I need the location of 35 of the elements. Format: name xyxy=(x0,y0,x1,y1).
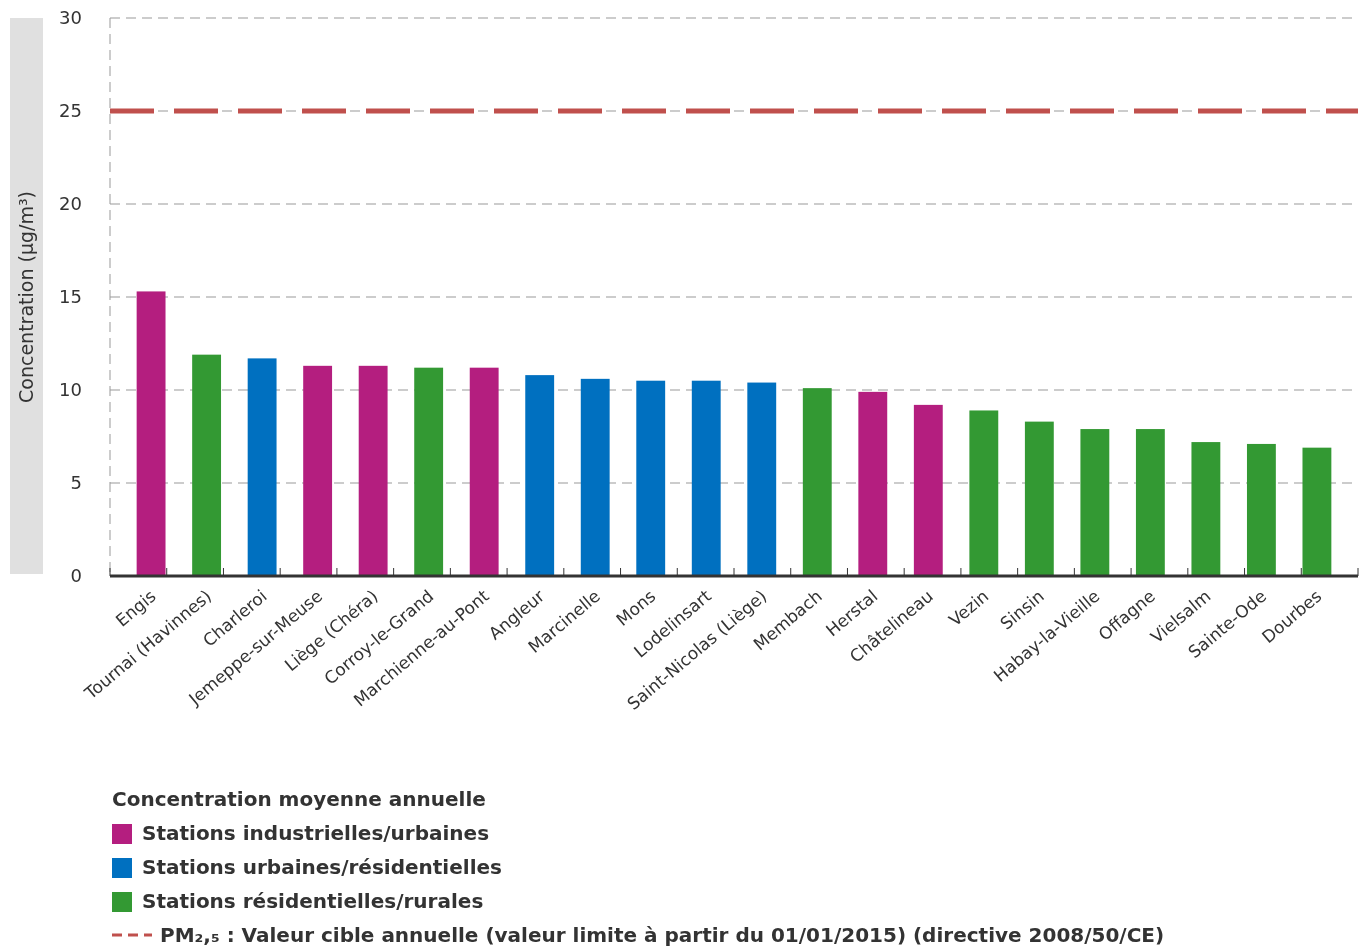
bar xyxy=(636,380,666,576)
legend-label: PM₂,₅ : Valeur cible annuelle (valeur limite à partir du 01/01/2015) (directive 2008/50/CE) xyxy=(160,923,1165,947)
bar xyxy=(580,378,610,576)
y-tick-label: 5 xyxy=(70,472,82,494)
y-axis-title: Concentration (µg/m³) xyxy=(15,191,37,403)
legend-label: Stations industrielles/urbaines xyxy=(142,821,490,845)
legend-title: Concentration moyenne annuelle xyxy=(112,787,486,811)
bar xyxy=(1080,429,1110,576)
bar xyxy=(969,410,999,576)
y-tick-label: 15 xyxy=(59,286,82,308)
y-tick-label: 25 xyxy=(59,100,82,122)
y-tick-label: 10 xyxy=(59,379,82,401)
bar xyxy=(303,365,333,576)
bar xyxy=(913,404,943,576)
bar xyxy=(691,380,721,576)
legend-label: Stations urbaines/résidentielles xyxy=(142,855,502,879)
bar xyxy=(747,382,777,576)
bar xyxy=(1135,429,1165,576)
bar xyxy=(802,388,832,576)
bar xyxy=(247,358,277,576)
legend-label: Stations résidentielles/rurales xyxy=(142,889,484,913)
bar xyxy=(358,365,388,576)
y-tick-label: 30 xyxy=(59,7,82,29)
bar xyxy=(1024,421,1054,576)
y-tick-label: 0 xyxy=(70,565,82,587)
bar xyxy=(136,291,166,576)
bar xyxy=(1246,443,1276,576)
bar xyxy=(1302,447,1332,576)
bar xyxy=(858,391,888,576)
y-tick-label: 20 xyxy=(59,193,82,215)
bar xyxy=(414,367,444,576)
bar xyxy=(1191,442,1221,576)
bar xyxy=(192,354,222,576)
bar xyxy=(525,375,555,576)
bar xyxy=(469,367,499,576)
